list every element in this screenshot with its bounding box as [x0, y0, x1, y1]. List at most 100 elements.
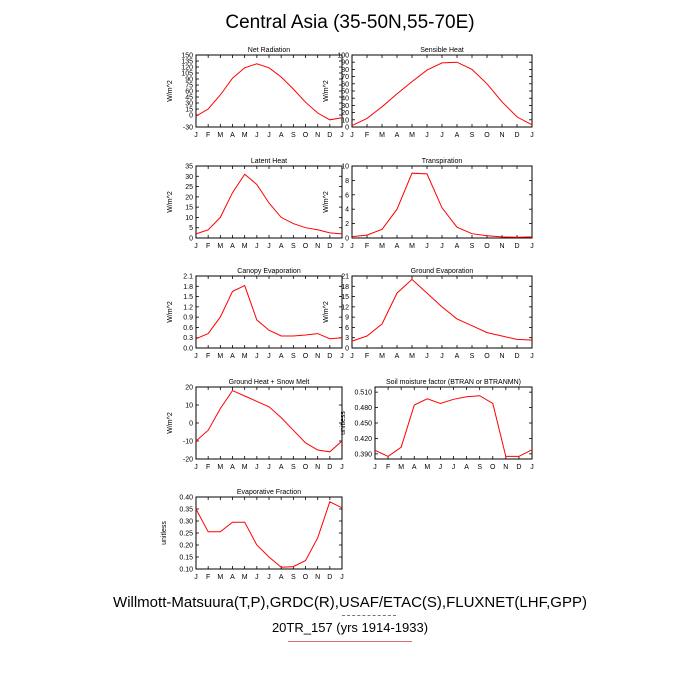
y-tick-label: 90: [341, 60, 349, 67]
y-tick-label: 80: [341, 67, 349, 74]
x-tick-label: M: [379, 243, 385, 250]
x-tick-label: A: [455, 132, 460, 139]
x-tick-label: N: [503, 464, 508, 471]
x-tick-label: J: [439, 464, 443, 471]
x-tick-label: N: [315, 132, 320, 139]
y-tick-label: 75: [185, 83, 193, 90]
x-tick-label: A: [230, 132, 235, 139]
x-tick-label: A: [455, 243, 460, 250]
x-tick-label: O: [303, 132, 309, 139]
x-tick-label: A: [395, 132, 400, 139]
y-axis-label: W/m^2: [167, 301, 174, 323]
y-tick-label: 20: [341, 110, 349, 117]
plot-frame: [351, 275, 533, 349]
x-tick-label: J: [255, 353, 259, 360]
plot-frame: [195, 496, 343, 570]
x-tick-label: M: [217, 243, 223, 250]
y-tick-label: 0.40: [179, 495, 193, 502]
y-tick-label: 10: [341, 164, 349, 171]
y-tick-label: 100: [337, 53, 349, 60]
y-tick-label: 0: [345, 125, 349, 132]
y-tick-label: 10: [185, 403, 193, 410]
x-tick-label: J: [255, 132, 259, 139]
x-tick-label: M: [242, 574, 248, 581]
x-tick-label: A: [279, 464, 284, 471]
y-tick-label: 135: [181, 59, 193, 66]
x-tick-label: J: [255, 243, 259, 250]
x-tick-label: J: [340, 132, 344, 139]
series-line: [195, 173, 343, 235]
x-tick-label: M: [379, 132, 385, 139]
x-tick-label: O: [303, 574, 309, 581]
series-line: [195, 389, 343, 453]
y-tick-label: 9: [345, 315, 349, 322]
x-tick-label: F: [206, 574, 210, 581]
x-tick-label: A: [395, 353, 400, 360]
y-axis-label: W/m^2: [167, 191, 174, 213]
y-tick-label: 70: [341, 74, 349, 81]
panel-title: Evaporative Fraction: [237, 489, 301, 496]
x-tick-label: J: [194, 464, 198, 471]
x-tick-label: M: [409, 132, 415, 139]
series-line: [351, 61, 533, 127]
x-tick-label: J: [194, 132, 198, 139]
y-tick-label: 0.390: [354, 451, 372, 458]
chart-panel-7: Ground Heat + Snow Melt W/m^2 -20 -10 0 10 20 J…: [167, 379, 344, 471]
chart-panel-9: Evaporative Fraction unitless 0.10 0.15 0.20…: [161, 489, 344, 581]
y-tick-label: 0.450: [354, 421, 372, 428]
plot-frame: [351, 54, 533, 128]
y-tick-label: 10: [341, 117, 349, 124]
x-tick-label: A: [279, 574, 284, 581]
x-tick-label: M: [409, 243, 415, 250]
x-tick-label: O: [484, 353, 490, 360]
x-tick-label: J: [425, 132, 429, 139]
y-tick-label: 0: [345, 346, 349, 353]
x-tick-label: S: [291, 353, 296, 360]
y-tick-label: 0.510: [354, 390, 372, 397]
x-tick-label: J: [440, 132, 444, 139]
x-tick-label: S: [291, 132, 296, 139]
y-tick-label: 30: [185, 101, 193, 108]
x-tick-label: M: [217, 353, 223, 360]
x-tick-label: S: [291, 574, 296, 581]
x-tick-label: J: [267, 464, 271, 471]
x-tick-label: J: [440, 353, 444, 360]
x-tick-label: J: [255, 464, 259, 471]
y-tick-label: 0.3: [183, 335, 193, 342]
panel-title: Transpiration: [422, 158, 463, 165]
x-tick-label: J: [267, 243, 271, 250]
panel-title: Ground Evaporation: [411, 268, 474, 275]
y-axis-label: W/m^2: [323, 191, 330, 213]
x-tick-label: A: [279, 353, 284, 360]
series-line: [351, 278, 533, 342]
x-tick-label: J: [255, 574, 259, 581]
y-tick-label: 0.30: [179, 519, 193, 526]
y-tick-label: 12: [341, 304, 349, 311]
panel-title: Latent Heat: [251, 158, 287, 165]
footer-run-info: 20TR_157 (yrs 1914-1933): [271, 620, 429, 635]
x-tick-label: D: [327, 132, 332, 139]
y-axis-label: W/m^2: [167, 412, 174, 434]
y-tick-label: 50: [341, 89, 349, 96]
x-tick-label: J: [530, 243, 534, 250]
page-title: Central Asia (35-50N,55-70E): [225, 12, 475, 33]
panel-title: Soil moisture factor (BTRAN or BTRANMN): [386, 379, 521, 386]
y-tick-label: 5: [189, 225, 193, 232]
x-tick-label: D: [514, 353, 519, 360]
x-tick-label: J: [194, 574, 198, 581]
x-tick-label: M: [242, 353, 248, 360]
x-tick-label: A: [230, 464, 235, 471]
x-tick-label: M: [217, 464, 223, 471]
y-tick-label: 0: [345, 236, 349, 243]
y-axis-label: W/m^2: [323, 301, 330, 323]
y-tick-label: 90: [185, 77, 193, 84]
y-tick-label: 0.0: [183, 346, 193, 353]
y-tick-label: 30: [341, 103, 349, 110]
x-tick-label: A: [455, 353, 460, 360]
x-tick-label: A: [279, 132, 284, 139]
y-tick-label: 10: [185, 215, 193, 222]
y-tick-label: 6: [345, 192, 349, 199]
y-tick-label: -30: [183, 125, 193, 132]
